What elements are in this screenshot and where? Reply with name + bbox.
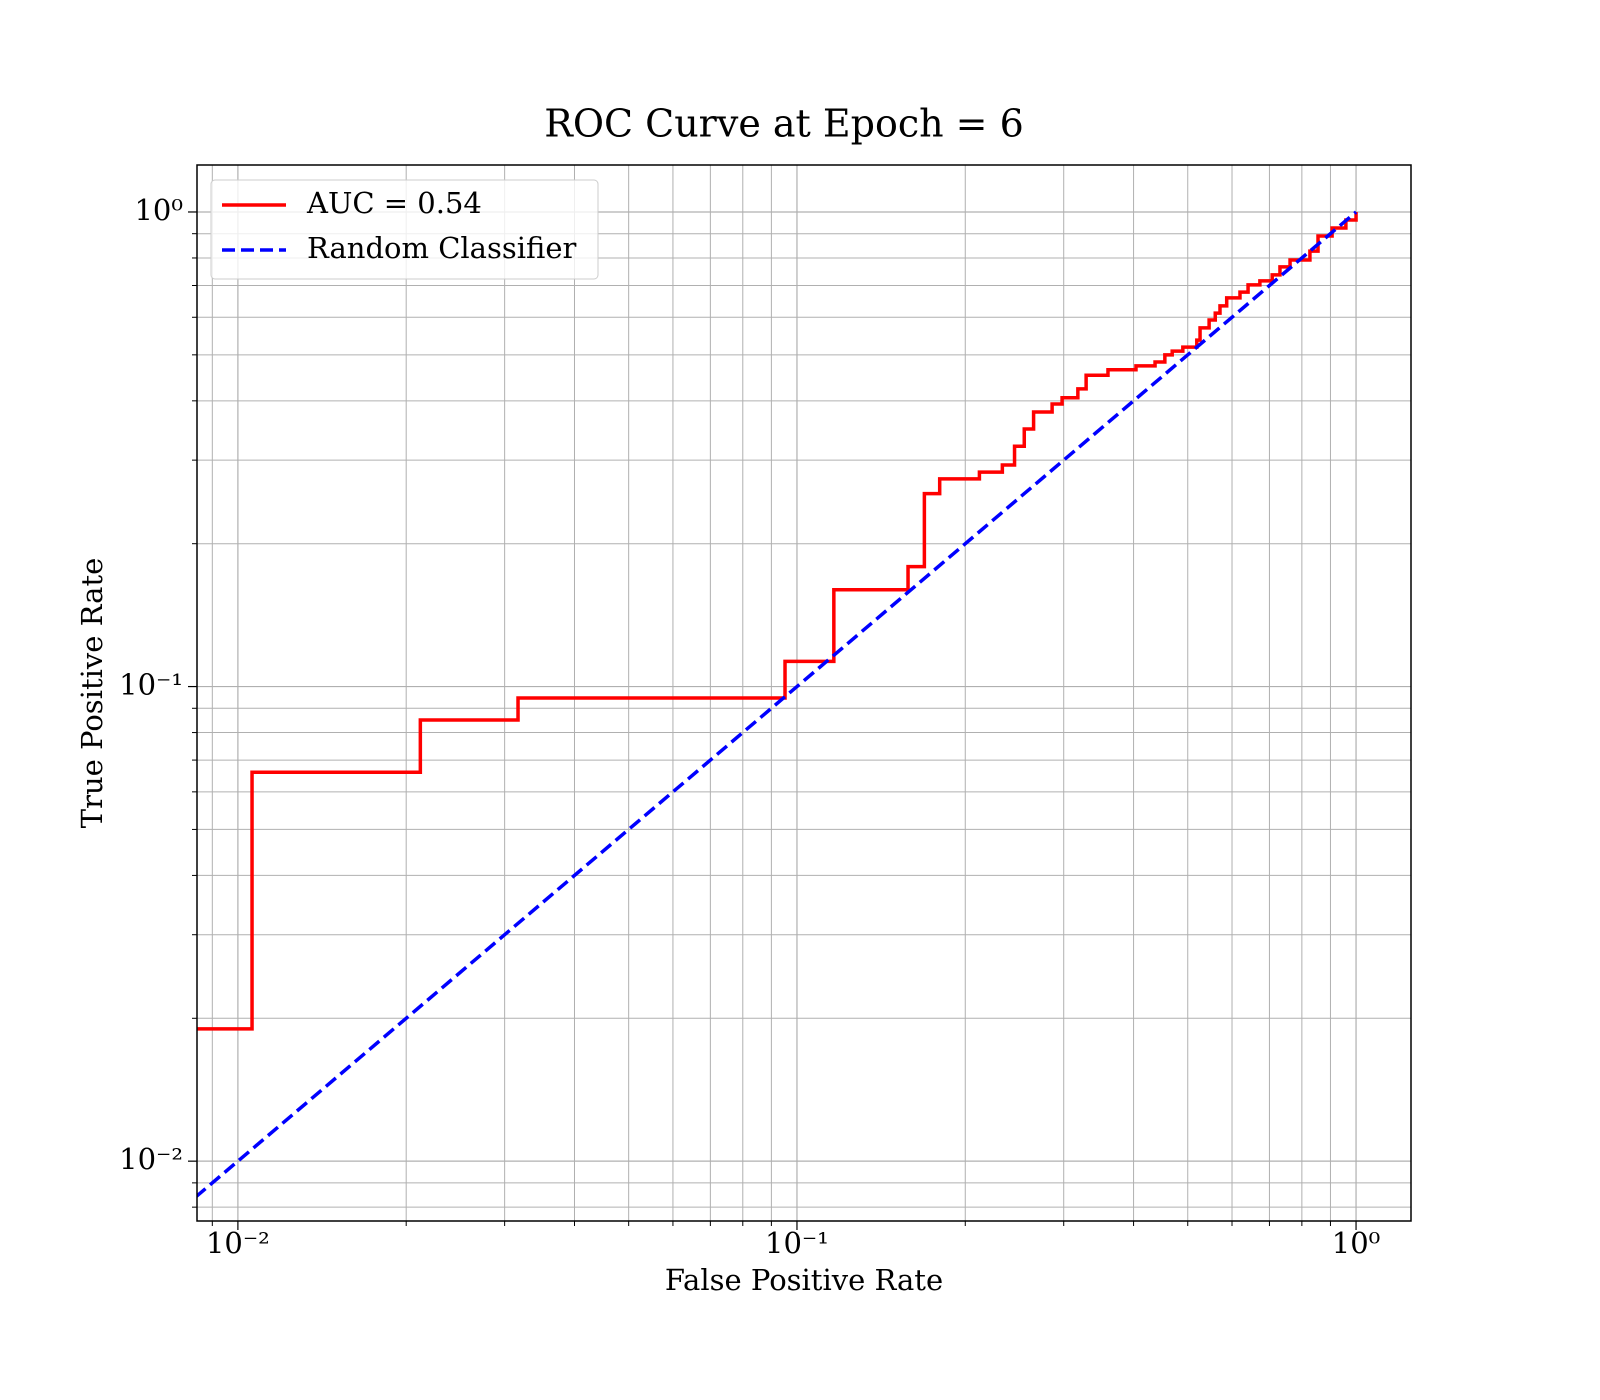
legend: AUC = 0.54 Random Classifier <box>210 179 599 280</box>
x-tick-label: 10⁰ <box>1332 1226 1381 1260</box>
plot-frame <box>196 164 1412 1222</box>
y-tick-label: 10⁻¹ <box>119 668 183 702</box>
legend-label: AUC = 0.54 <box>306 186 482 220</box>
x-tick-label: 10⁻¹ <box>765 1226 829 1260</box>
series-line <box>197 210 1358 1199</box>
y-tick-label: 10⁰ <box>134 193 183 227</box>
legend-box <box>210 179 599 280</box>
x-axis-label: False Positive Rate <box>665 1263 943 1297</box>
chart-title: ROC Curve at Epoch = 6 <box>544 102 1024 146</box>
y-tick-label: 10⁻² <box>119 1142 183 1176</box>
x-tick-label: 10⁻² <box>206 1226 270 1260</box>
grid <box>197 165 1411 1221</box>
series-line <box>197 211 1358 1031</box>
ticks: 10⁻² 10⁻¹ 10⁰ 10⁻² 10⁻¹ 10⁰ <box>119 193 1380 1260</box>
y-axis-label: True Positive Rate <box>75 558 109 829</box>
legend-label: Random Classifier <box>307 231 577 265</box>
plot-lines <box>197 210 1358 1199</box>
